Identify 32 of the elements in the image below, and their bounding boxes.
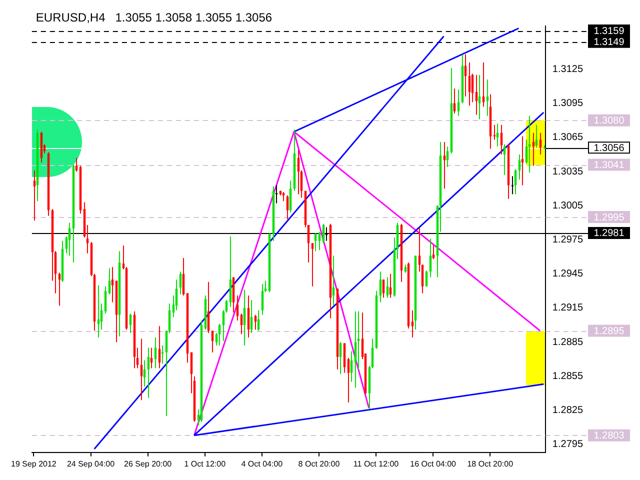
- y-tick-label: 1.3095: [552, 98, 584, 110]
- y-tick-label: 1.2885: [552, 336, 584, 348]
- x-tick-label: 26 Sep 20:00: [124, 459, 172, 468]
- ref-line-label: 1.3149: [594, 37, 625, 48]
- ref-line-label: 1.2895: [594, 326, 625, 337]
- x-tick-label: 19 Sep 2012: [11, 459, 57, 468]
- y-tick-label: 1.2855: [552, 370, 584, 382]
- chart-subtitle: 1.3055 1.3058 1.3055 1.3056: [115, 10, 272, 24]
- y-tick-label: 1.2915: [552, 302, 584, 314]
- y-tick-label: 1.3065: [552, 132, 584, 144]
- y-tick-label: 1.3035: [552, 166, 584, 178]
- ref-line-label: 1.3159: [594, 26, 625, 37]
- x-tick-label: 24 Sep 04:00: [66, 459, 116, 468]
- y-tick-label: 1.2825: [552, 405, 584, 416]
- y-tick-label: 1.2945: [552, 268, 584, 280]
- chart-title: EURUSD,H4: [36, 10, 106, 24]
- y-tick-label: 1.2975: [552, 234, 584, 246]
- y-tick-label: 1.2795: [552, 439, 584, 450]
- ref-line-label: 1.3056: [594, 142, 625, 154]
- x-tick-label: 1 Oct 12:00: [184, 459, 226, 468]
- ref-line-label: 1.3041: [594, 160, 625, 171]
- ref-line-label: 1.2803: [594, 430, 625, 442]
- x-tick-label: 8 Oct 20:00: [298, 459, 340, 468]
- x-tick-label: 18 Oct 20:00: [467, 459, 514, 468]
- x-tick-label: 16 Oct 04:00: [410, 459, 457, 468]
- y-tick-label: 1.3005: [552, 200, 584, 212]
- ref-line-label: 1.2995: [594, 212, 625, 224]
- ref-line-label: 1.3080: [594, 116, 625, 127]
- x-tick-label: 4 Oct 04:00: [241, 459, 284, 468]
- ref-line-label: 1.2981: [594, 228, 625, 240]
- x-tick-label: 11 Oct 12:00: [353, 459, 400, 468]
- y-tick-label: 1.3125: [552, 64, 584, 75]
